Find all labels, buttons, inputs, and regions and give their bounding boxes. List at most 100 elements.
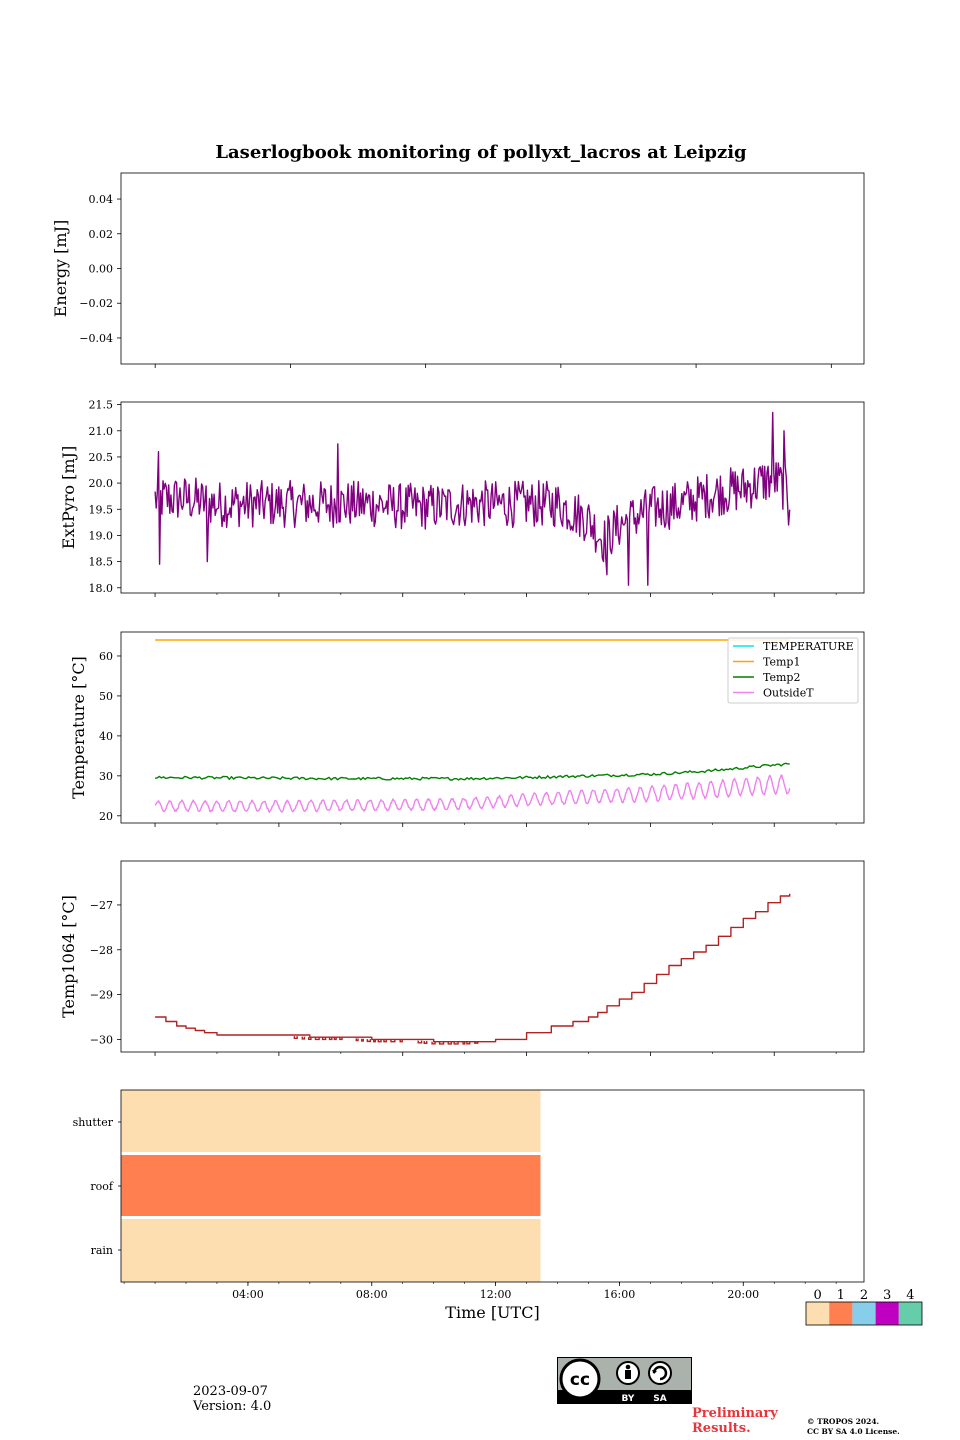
colorbar-swatch <box>829 1302 853 1325</box>
ytick-label: 18.0 <box>89 582 114 595</box>
series-flicker <box>293 1036 298 1040</box>
ytick-label: rain <box>91 1244 113 1257</box>
colorbar-swatch <box>898 1302 922 1325</box>
series-line-Temp2 <box>154 762 790 781</box>
series-flicker <box>333 1037 337 1041</box>
colorbar-swatch <box>806 1302 830 1325</box>
y-axis-label: Temp1064 [°C] <box>59 895 78 1018</box>
panel-2: 18.0 18.5 19.0 19.5 20.0 20.5 21.0 21.5 ExtPyro … <box>59 399 865 597</box>
preliminary-label-line1: Preliminary <box>692 1406 778 1421</box>
ytick-label: shutter <box>73 1116 114 1129</box>
series-flicker <box>314 1037 320 1041</box>
series-flicker <box>339 1037 343 1041</box>
ytick-label: 0.02 <box>89 228 114 241</box>
series-flicker <box>466 1041 471 1045</box>
ytick-label: 0.00 <box>89 263 114 276</box>
series-flicker <box>431 1041 436 1045</box>
ytick-label: −0.04 <box>79 332 113 345</box>
legend-label: Temp1 <box>763 656 800 669</box>
series-flicker <box>399 1039 403 1043</box>
colorbar-frame <box>805 1301 923 1326</box>
svg-text:cc: cc <box>570 1370 590 1390</box>
copyright-line1: © TROPOS 2024. <box>807 1417 880 1426</box>
xtick-label: 20:00 <box>727 1288 759 1301</box>
series-flicker <box>453 1041 459 1045</box>
ytick-label: −30 <box>90 1033 113 1046</box>
ytick-label: 50 <box>99 690 113 703</box>
legend-label: OutsideT <box>763 687 814 700</box>
ytick-label: 40 <box>99 730 113 743</box>
colorbar-tick-label: 4 <box>906 1288 914 1303</box>
preliminary-label-line2: Results. <box>692 1421 751 1436</box>
legend-label: Temp2 <box>763 671 800 684</box>
series-flicker <box>328 1037 333 1041</box>
date-stamp: 2023-09-07 <box>193 1384 268 1399</box>
series-flicker <box>307 1037 312 1041</box>
panel-1: −0.04 −0.02 0.00 0.02 0.04 Energy [mJ] <box>51 172 865 368</box>
ytick-label: −27 <box>90 899 113 912</box>
colorbar-swatch <box>852 1302 876 1325</box>
flag-row-shutter <box>121 1090 541 1152</box>
series-flicker <box>301 1036 306 1040</box>
series-line-OutsideT <box>154 774 791 813</box>
legend-label: TEMPERATURE <box>763 640 854 653</box>
series-flicker <box>355 1038 359 1042</box>
ytick-label: 30 <box>99 770 113 783</box>
legend-frame <box>727 637 859 704</box>
plot-area <box>154 411 791 586</box>
x-axis-label: Time [UTC] <box>445 1303 539 1322</box>
series-flicker <box>390 1039 396 1043</box>
axes-frame <box>120 401 865 594</box>
colorbar-tick-label: 1 <box>837 1288 845 1303</box>
ytick-label: 20 <box>99 810 113 823</box>
panel-5: shutter roof rain 04:00 08:00 12:00 16:00 20:00… <box>73 1089 865 1322</box>
ytick-label: −0.02 <box>79 297 113 310</box>
plot-area <box>155 893 791 1045</box>
xtick-label: 12:00 <box>480 1288 512 1301</box>
series-line-extpyro <box>154 411 791 586</box>
ytick-label: 19.0 <box>89 529 114 542</box>
license-sa-label: SA <box>653 1394 666 1404</box>
colorbar-tick-label: 3 <box>883 1288 891 1303</box>
axes-frame <box>120 631 865 824</box>
series-flicker <box>361 1038 364 1042</box>
xtick-label: 08:00 <box>356 1288 388 1301</box>
ytick-label: 20.5 <box>89 451 114 464</box>
series-flicker <box>321 1037 327 1041</box>
ytick-label: 19.5 <box>89 503 114 516</box>
xtick-label: 04:00 <box>232 1288 264 1301</box>
series-flicker <box>417 1040 423 1044</box>
ytick-label: 0.04 <box>89 193 114 206</box>
copyright-line2: CC BY SA 4.0 License. <box>807 1427 900 1436</box>
figure-title: Laserlogbook monitoring of pollyxt_lacro… <box>215 142 747 163</box>
xtick-label: 16:00 <box>604 1288 636 1301</box>
colorbar-tick-label: 0 <box>813 1288 821 1303</box>
y-axis-label: Energy [mJ] <box>51 220 70 318</box>
ytick-label: 21.5 <box>89 399 114 412</box>
series-flicker <box>438 1041 445 1045</box>
axes-frame <box>120 172 865 365</box>
legend: TEMPERATURE Temp1 Temp2 OutsideT <box>727 637 859 704</box>
y-axis-label: ExtPyro [mJ] <box>59 446 78 549</box>
series-flicker <box>447 1041 453 1045</box>
y-axis-label: Temperature [°C] <box>69 656 88 799</box>
series-flicker <box>423 1041 428 1044</box>
license-by-label: BY <box>622 1394 635 1404</box>
ytick-label: 18.5 <box>89 556 114 569</box>
series-flicker <box>383 1039 387 1043</box>
ytick-label: 21.0 <box>89 425 114 438</box>
panel-3: 20 30 40 50 60 Temperature [°C] TEMPERATURE Tem… <box>69 631 865 827</box>
version-label: Version: 4.0 <box>193 1399 272 1414</box>
flag-row-roof <box>121 1155 541 1216</box>
series-flicker <box>373 1039 377 1043</box>
series-line-temp1064 <box>155 893 791 1043</box>
panel-4: −30 −29 −28 −27 Temp1064 [°C] <box>59 860 865 1056</box>
ytick-label: −29 <box>90 989 113 1002</box>
plot-area <box>154 639 791 813</box>
series-flicker <box>377 1039 382 1043</box>
ytick-label: 60 <box>99 650 113 663</box>
cc-by-sa-icon: cc BY SA <box>557 1357 692 1404</box>
axes-frame <box>120 860 865 1053</box>
series-flicker <box>462 1041 466 1045</box>
